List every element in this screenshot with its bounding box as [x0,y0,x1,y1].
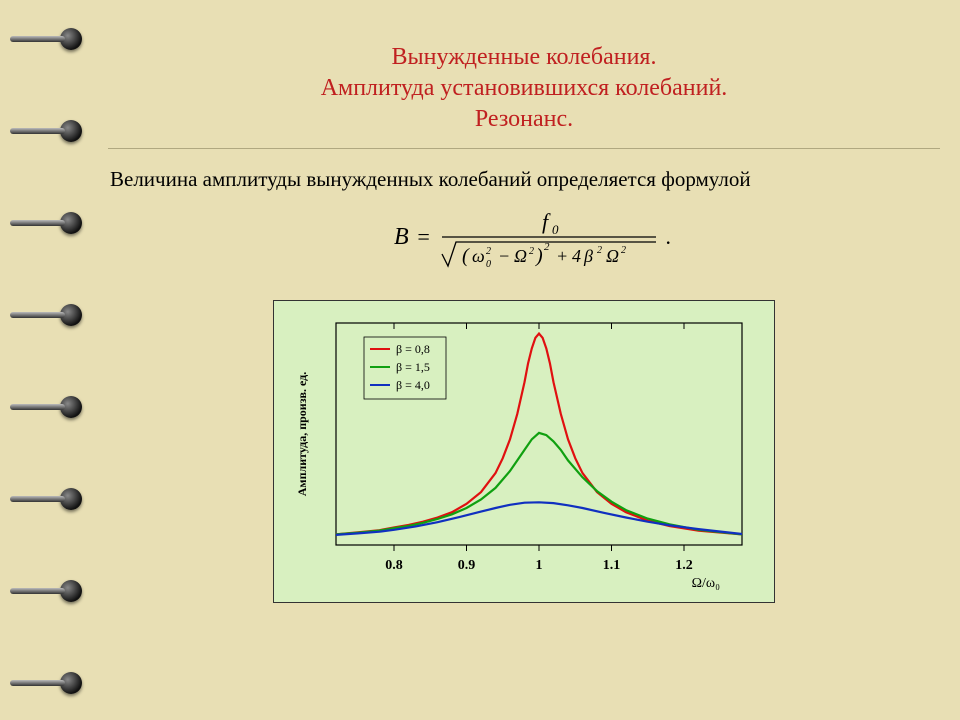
svg-text:f: f [542,209,551,234]
slide-content: Вынужденные колебания. Амплитуда установ… [100,12,948,708]
svg-text:0: 0 [486,259,491,270]
slide-title: Вынужденные колебания. Амплитуда установ… [100,12,948,148]
svg-text:β: β [583,246,593,266]
resonance-chart: 0.8 0.9 1 1.1 1.2 Ω/ω₀ Амплитуда, произв. ед. β… [286,313,756,593]
title-line-2: Амплитуда установившихся колебаний. [100,73,948,104]
svg-text:Ω: Ω [606,246,619,266]
svg-text:β = 1,5: β = 1,5 [396,360,430,374]
chart-container: 0.8 0.9 1 1.1 1.2 Ω/ω₀ Амплитуда, произв. ед. β… [100,300,948,603]
svg-text:B: B [394,224,409,250]
svg-text:Амплитуда, произв. ед.: Амплитуда, произв. ед. [295,371,309,496]
spiral-binding [0,0,100,720]
svg-text:0.8: 0.8 [385,558,403,573]
svg-text:2: 2 [486,246,491,257]
svg-text:0: 0 [552,222,559,237]
svg-text:0.9: 0.9 [458,558,476,573]
svg-text:2: 2 [544,241,550,253]
svg-text:2: 2 [621,245,626,256]
svg-text:(: ( [462,245,470,267]
svg-text:Ω: Ω [514,246,527,266]
title-line-3: Резонанс. [100,104,948,135]
body-text: Величина амплитуды вынужденных колебаний… [100,167,948,200]
separator [108,148,940,149]
chart-frame: 0.8 0.9 1 1.1 1.2 Ω/ω₀ Амплитуда, произв. ед. β… [273,300,775,603]
svg-text:−: − [498,246,510,266]
svg-text:β = 4,0: β = 4,0 [396,378,430,392]
svg-text:1: 1 [536,558,543,573]
svg-text:2: 2 [529,246,534,257]
svg-text:Ω/ω₀: Ω/ω₀ [692,576,721,591]
svg-text:): ) [535,245,543,267]
svg-text:+: + [556,246,568,266]
title-line-1: Вынужденные колебания. [100,42,948,73]
formula: B = f 0 ( ω 0 2 − Ω 2 ) 2 + 4 β 2 Ω 2 . [100,200,948,300]
svg-text:1.1: 1.1 [603,558,621,573]
svg-text:1.2: 1.2 [675,558,693,573]
svg-text:=: = [416,224,431,249]
svg-text:.: . [666,224,672,249]
svg-text:β = 0,8: β = 0,8 [396,342,430,356]
svg-text:4: 4 [572,246,581,266]
svg-text:ω: ω [472,246,485,266]
svg-text:2: 2 [597,245,602,256]
